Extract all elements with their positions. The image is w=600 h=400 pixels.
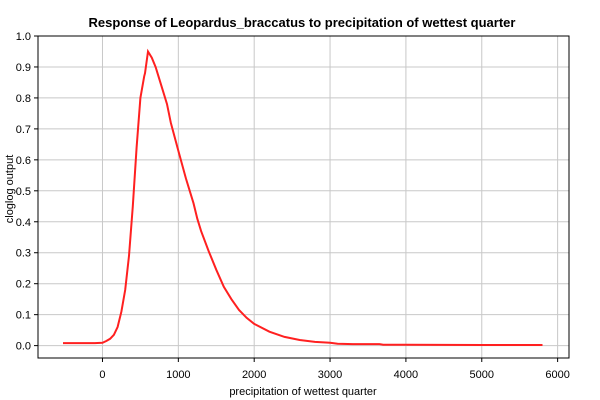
- chart-title: Response of Leopardus_braccatus to preci…: [89, 15, 516, 30]
- axes: [34, 35, 570, 362]
- y-tick-label: 0.1: [16, 310, 31, 322]
- series-line: [63, 48, 543, 346]
- y-tick-label: 0.8: [16, 93, 31, 105]
- series-layer: [63, 48, 543, 346]
- x-tick-label: 1000: [166, 369, 190, 381]
- x-axis-label: precipitation of wettest quarter: [229, 386, 377, 398]
- x-tick-label: 6000: [545, 369, 569, 381]
- x-tick-label: 2000: [242, 369, 266, 381]
- y-tick-label: 0.4: [16, 217, 31, 229]
- y-tick-label: 0.6: [16, 155, 31, 167]
- x-tick-label: 0: [99, 369, 105, 381]
- y-tick-label: 0.7: [16, 124, 31, 136]
- x-tick-label: 4000: [394, 369, 418, 381]
- x-tick-label: 3000: [318, 369, 342, 381]
- plot-frame: [37, 35, 570, 359]
- y-tick-label: 0.5: [16, 186, 31, 198]
- y-tick-label: 0.2: [16, 279, 31, 291]
- y-tick-label: 0.9: [16, 62, 31, 74]
- y-tick-label: 1.0: [16, 31, 31, 43]
- y-tick-label: 0.0: [16, 341, 31, 353]
- x-tick-label: 5000: [470, 369, 494, 381]
- tick-labels: 0 1000 2000 3000 4000 5000 6000 0.0 0.1 0.2 0.3 0.4…: [16, 31, 570, 381]
- y-tick-label: 0.3: [16, 248, 31, 260]
- y-axis-label: cloglog output: [4, 155, 16, 224]
- grid: [38, 35, 569, 358]
